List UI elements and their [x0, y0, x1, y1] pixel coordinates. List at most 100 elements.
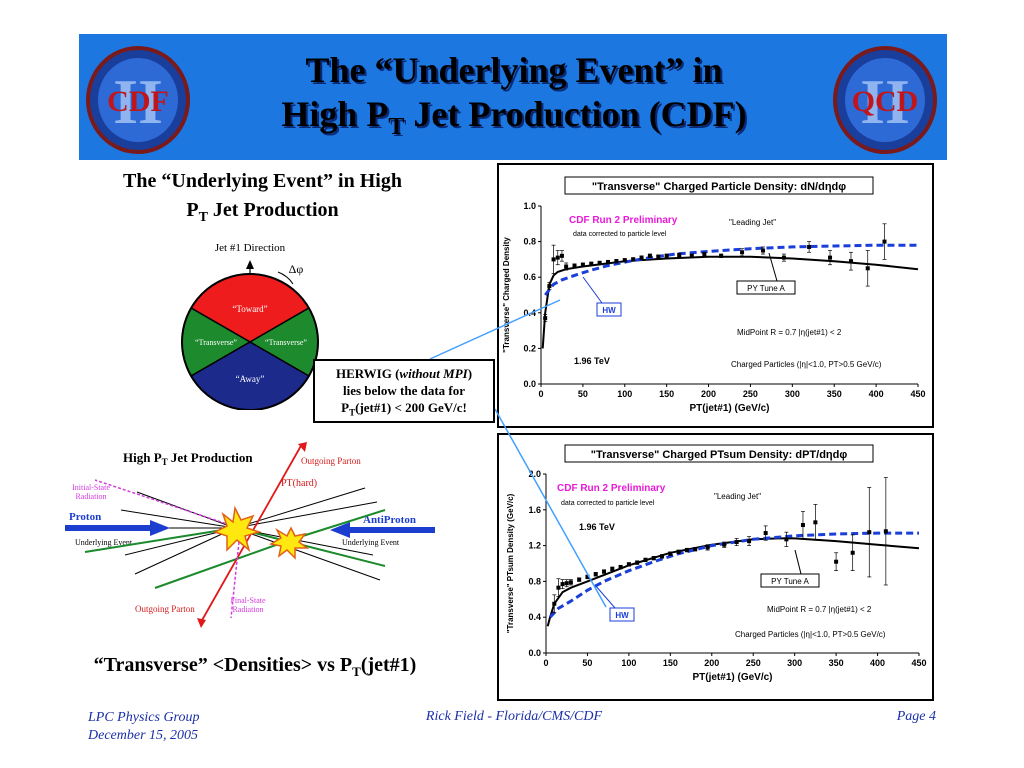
y-axis-label: "Transverse" PTsum Density (GeV/c) — [506, 493, 515, 633]
callout-line3-sub: T — [349, 407, 356, 418]
callout-line-3: PT(jet#1) < 200 GeV/c! — [315, 399, 493, 422]
data-point — [635, 560, 640, 565]
title-bar — [79, 34, 947, 160]
data-point — [556, 585, 561, 590]
bottom-caption-pre: “Transverse” <Densities> vs P — [93, 654, 353, 676]
x-tick-label: 100 — [621, 658, 636, 668]
data-point — [602, 569, 607, 574]
callout-line3-post: (jet#1) < 200 GeV/c! — [355, 400, 467, 415]
charged-particles-label: Charged Particles (|η|<1.0, PT>0.5 GeV/c… — [731, 360, 882, 369]
x-tick-label: 50 — [578, 389, 588, 399]
qcd-logo-numeral: II — [860, 66, 910, 137]
midpoint-label: MidPoint R = 0.7 |η(jet#1) < 2 — [767, 605, 872, 614]
data-point — [784, 537, 789, 542]
footer-page: Page 4 — [896, 709, 936, 724]
x-tick-label: 350 — [827, 389, 842, 399]
x-tick-label: 250 — [746, 658, 761, 668]
charged-particles-label: Charged Particles (|η|<1.0, PT>0.5 GeV/c… — [735, 630, 886, 639]
footer-group: LPC Physics Group — [88, 710, 200, 725]
proton-label: Proton — [69, 511, 101, 523]
underlying-right-label: Underlying Event — [342, 538, 400, 547]
x-tick-label: 200 — [701, 389, 716, 399]
transverse-right-label: “Transverse” — [265, 338, 307, 347]
qcd-logo-text: QCD — [852, 85, 919, 118]
data-point — [813, 520, 818, 525]
footer-date: December 15, 2005 — [88, 728, 199, 743]
data-point — [614, 259, 619, 264]
y-tick-label: 0.8 — [528, 576, 541, 586]
x-tick-label: 400 — [870, 658, 885, 668]
data-point — [589, 261, 594, 266]
data-point — [597, 260, 602, 265]
cdf-logo-numeral: II — [113, 66, 163, 137]
antiproton-label: AntiProton — [363, 514, 416, 526]
y-tick-label: 1.6 — [528, 505, 541, 515]
data-point — [593, 572, 598, 577]
data-point — [867, 530, 872, 535]
pt-hard-label: PT(hard) — [281, 478, 317, 489]
hw-label: HW — [615, 611, 629, 620]
x-axis-label: PT(jet#1) (GeV/c) — [692, 672, 772, 683]
data-point — [610, 566, 615, 571]
data-point — [883, 529, 888, 534]
pytune-label: PY Tune A — [771, 577, 809, 586]
data-point — [631, 257, 636, 262]
away-label: “Away” — [236, 374, 265, 384]
pytune-pointer — [768, 252, 778, 282]
prelim-label: CDF Run 2 Preliminary — [557, 483, 666, 494]
hw-box — [596, 302, 622, 317]
data-point — [763, 531, 768, 536]
x-tick-label: 350 — [829, 658, 844, 668]
final-state-label-1: Final-State — [230, 596, 266, 605]
subtitle-line-2: PT Jet Production — [60, 196, 465, 232]
data-point — [848, 259, 853, 264]
y-tick-label: 0.2 — [523, 343, 536, 353]
title-line2-post: Jet Production (CDF) — [404, 94, 747, 134]
data-point — [656, 254, 661, 259]
outgoing-parton-bottom-label: Outgoing Parton — [135, 604, 195, 614]
y-tick-label: 0.4 — [523, 308, 536, 318]
transverse-left-label: “Transverse” — [195, 338, 237, 347]
cdf-logo-text: CDF — [107, 85, 169, 118]
x-tick-label: 450 — [910, 389, 925, 399]
subtitle-line2-post: Jet Production — [207, 199, 339, 221]
hw-pointer — [582, 276, 603, 304]
wheel-dphi-arrow — [277, 271, 294, 285]
herwig-callout: HERWIG (without MPI) lies below the data… — [313, 359, 495, 423]
y-tick-label: 0.0 — [528, 648, 541, 658]
y-axis-label: "Transverse" Charged Density — [502, 237, 511, 353]
data-point — [585, 574, 590, 579]
data-point — [828, 255, 833, 260]
prelim-label: CDF Run 2 Preliminary — [569, 215, 678, 226]
data-point — [651, 556, 656, 561]
data-point — [560, 582, 565, 587]
data-point — [577, 577, 582, 582]
chart-title: "Transverse" Charged PTsum Density: dPT/… — [591, 449, 848, 461]
bottom-caption-sub: T — [352, 664, 361, 679]
jet-production-diagram: High PT Jet Production Outgoing Parton P… — [65, 442, 435, 628]
initial-state-radiation — [94, 479, 231, 526]
data-point — [564, 264, 569, 269]
data-point — [552, 601, 557, 606]
data-point — [850, 550, 855, 555]
hard-scatter-bottom-arrowhead — [197, 618, 206, 628]
hw-label: HW — [602, 306, 616, 315]
data-point — [834, 559, 839, 564]
footer-left: LPC Physics Group December 15, 2005 — [88, 709, 199, 745]
data-point — [677, 252, 682, 257]
leading-jet-label: "Leading Jet" — [729, 218, 776, 227]
data-point — [564, 581, 569, 586]
callout-line-1: HERWIG (without MPI) — [315, 365, 493, 382]
initial-state-label-1: Initial-State — [72, 483, 110, 492]
corrected-label: data corrected to particle level — [573, 231, 667, 238]
data-point — [555, 255, 560, 260]
data-point — [719, 253, 724, 258]
data-point — [568, 580, 573, 585]
callout-line3-pre: P — [341, 400, 350, 415]
toward-label: “Toward” — [232, 304, 267, 314]
wheel-dphi: Δφ — [289, 262, 304, 276]
subtitle-line2-pre: P — [186, 199, 199, 221]
density-chart: "Transverse" Charged Particle Density: d… — [502, 176, 926, 414]
data-point — [734, 540, 739, 545]
y-tick-label: 0.0 — [523, 379, 536, 389]
